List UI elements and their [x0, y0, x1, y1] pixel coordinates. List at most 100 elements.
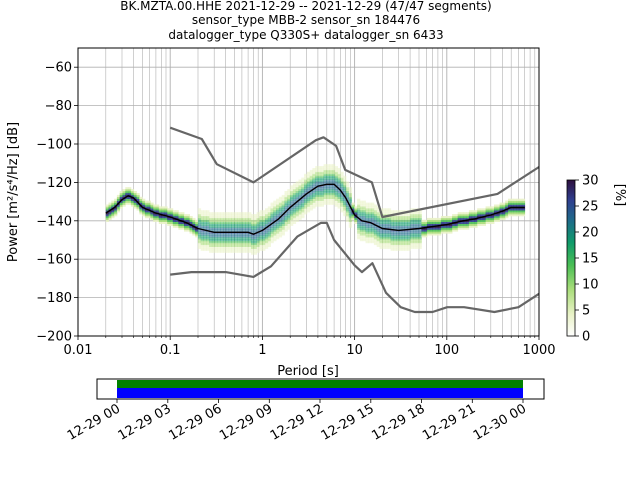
density-cell [340, 177, 344, 180]
density-cell [418, 219, 422, 222]
density-cell [379, 244, 383, 247]
density-cell [209, 221, 213, 224]
density-cell [273, 233, 277, 236]
density-cell [348, 198, 352, 201]
density-cell [326, 173, 330, 176]
density-cell [234, 217, 238, 221]
density-cell [239, 241, 243, 244]
density-cell [206, 225, 210, 228]
density-cell [295, 198, 299, 201]
density-cell [393, 233, 397, 236]
density-cell [211, 216, 216, 219]
density-cell [209, 244, 213, 247]
density-cell [454, 216, 459, 219]
density-cell [248, 216, 252, 219]
density-cell [276, 204, 280, 207]
density-cell [217, 235, 221, 238]
density-cell [223, 244, 227, 247]
density-cell [125, 191, 129, 194]
density-cell [295, 194, 299, 198]
density-cell [320, 200, 324, 203]
density-cell [382, 217, 386, 221]
density-cell [259, 237, 263, 240]
density-cell [399, 244, 403, 247]
density-cell [513, 212, 517, 215]
density-cell [181, 214, 185, 217]
density-cell [379, 246, 383, 249]
colorbar-tick-label: 0 [582, 330, 590, 345]
density-cell [387, 231, 392, 234]
density-cell [415, 239, 419, 242]
density-cell [259, 214, 263, 217]
density-cell [340, 206, 344, 209]
density-cell [393, 210, 397, 213]
density-cell [385, 237, 389, 240]
density-cell [348, 187, 352, 190]
density-cell [144, 204, 149, 207]
density-cell [343, 200, 347, 203]
density-cell [228, 235, 232, 238]
density-cell [401, 223, 405, 226]
density-cell [429, 227, 433, 230]
density-cell [323, 177, 327, 180]
density-cell [337, 173, 341, 176]
density-cell [491, 214, 495, 217]
density-cell [309, 173, 313, 176]
density-cell [206, 242, 210, 246]
density-cell [211, 237, 216, 240]
density-cell [161, 219, 165, 222]
density-cell [410, 223, 414, 226]
density-cell [340, 202, 344, 205]
density-cell [206, 244, 210, 247]
density-cell [153, 208, 157, 211]
density-cell [516, 204, 520, 207]
density-cell [265, 217, 269, 221]
density-cell [133, 196, 137, 199]
density-cell [206, 231, 210, 234]
density-cell [214, 246, 218, 249]
density-cell [463, 225, 467, 228]
density-cell [290, 196, 294, 199]
density-cell [354, 208, 358, 211]
density-cell [396, 235, 400, 238]
density-cell [371, 233, 375, 236]
density-cell [332, 187, 336, 190]
density-cell [440, 216, 445, 219]
density-cell [396, 217, 400, 221]
density-cell [267, 233, 271, 236]
y-tick-label: −100 [36, 138, 72, 153]
density-cell [189, 221, 193, 224]
density-cell [245, 250, 249, 253]
density-cell [203, 244, 207, 247]
density-cell [326, 168, 330, 171]
density-cell [211, 246, 216, 249]
density-cell [362, 233, 366, 236]
density-cell [234, 216, 238, 219]
density-cell [320, 173, 324, 176]
density-cell [351, 206, 355, 209]
density-cell [267, 231, 271, 234]
density-cell [265, 229, 269, 232]
density-cell [122, 204, 126, 207]
density-cell [415, 242, 419, 246]
density-cell [466, 216, 470, 219]
density-cell [340, 171, 344, 174]
density-cell [206, 217, 210, 221]
density-cell [362, 200, 366, 203]
density-cell [315, 196, 319, 199]
density-cell [147, 200, 151, 203]
density-cell [259, 231, 263, 234]
density-cell [256, 227, 260, 230]
density-cell [385, 217, 389, 221]
density-cell [449, 223, 453, 226]
density-cell [133, 206, 137, 209]
density-cell [147, 212, 151, 215]
density-cell [516, 210, 520, 213]
density-cell [407, 233, 411, 236]
density-cell [418, 217, 422, 221]
density-cell [368, 235, 372, 238]
density-cell [482, 217, 486, 221]
density-cell [251, 217, 255, 221]
density-cell [382, 242, 386, 246]
density-cell [491, 219, 495, 222]
